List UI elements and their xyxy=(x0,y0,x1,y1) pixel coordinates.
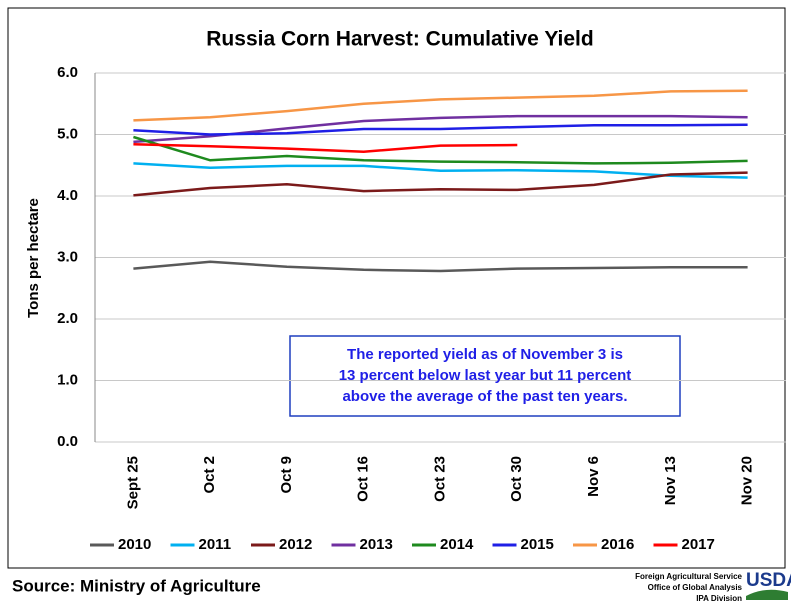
series-line xyxy=(133,89,748,122)
series-line xyxy=(133,260,748,273)
series-line xyxy=(133,123,748,136)
annotation-text: The reported yield as of November 3 is xyxy=(347,346,623,363)
y-tick-label: 6.0 xyxy=(57,64,78,81)
y-tick-label: 3.0 xyxy=(57,248,78,265)
legend-label: 2011 xyxy=(199,536,232,553)
y-axis-label: Tons per hectare xyxy=(25,198,42,318)
legend-label: 2014 xyxy=(440,536,474,553)
x-tick-label: Oct 16 xyxy=(355,456,372,502)
legend-label: 2013 xyxy=(360,536,393,553)
y-tick-label: 5.0 xyxy=(57,125,78,142)
x-tick-label: Nov 20 xyxy=(739,456,756,505)
series-line xyxy=(133,143,518,153)
x-tick-label: Oct 23 xyxy=(431,456,448,502)
x-tick-label: Oct 30 xyxy=(508,456,525,502)
series-line xyxy=(133,171,748,197)
annotation-text: 13 percent below last year but 11 percen… xyxy=(339,367,632,384)
agency-text: Office of Global Analysis xyxy=(648,583,743,592)
y-tick-label: 0.0 xyxy=(57,433,78,450)
agency-text: Foreign Agricultural Service xyxy=(635,572,742,581)
x-tick-label: Nov 13 xyxy=(662,456,679,505)
legend-label: 2016 xyxy=(601,536,634,553)
y-tick-label: 2.0 xyxy=(57,310,78,327)
y-tick-label: 1.0 xyxy=(57,371,78,388)
legend-label: 2015 xyxy=(521,536,554,553)
chart-title: Russia Corn Harvest: Cumulative Yield xyxy=(206,28,593,51)
x-tick-label: Oct 2 xyxy=(201,456,218,494)
agency-text: IPA Division xyxy=(696,594,742,603)
y-tick-label: 4.0 xyxy=(57,187,78,204)
x-tick-label: Nov 6 xyxy=(585,456,602,497)
source-text: Source: Ministry of Agriculture xyxy=(12,576,261,595)
series-line xyxy=(133,162,748,179)
logo-hill xyxy=(746,589,788,600)
annotation-text: above the average of the past ten years. xyxy=(342,388,627,405)
series-line xyxy=(133,135,748,165)
logo: USDA xyxy=(746,570,791,591)
legend-label: 2012 xyxy=(279,536,312,553)
legend-label: 2017 xyxy=(682,536,715,553)
x-tick-label: Oct 9 xyxy=(278,456,295,494)
x-tick-label: Sept 25 xyxy=(124,456,141,509)
annotation-box xyxy=(289,335,681,417)
legend-label: 2010 xyxy=(118,536,151,553)
